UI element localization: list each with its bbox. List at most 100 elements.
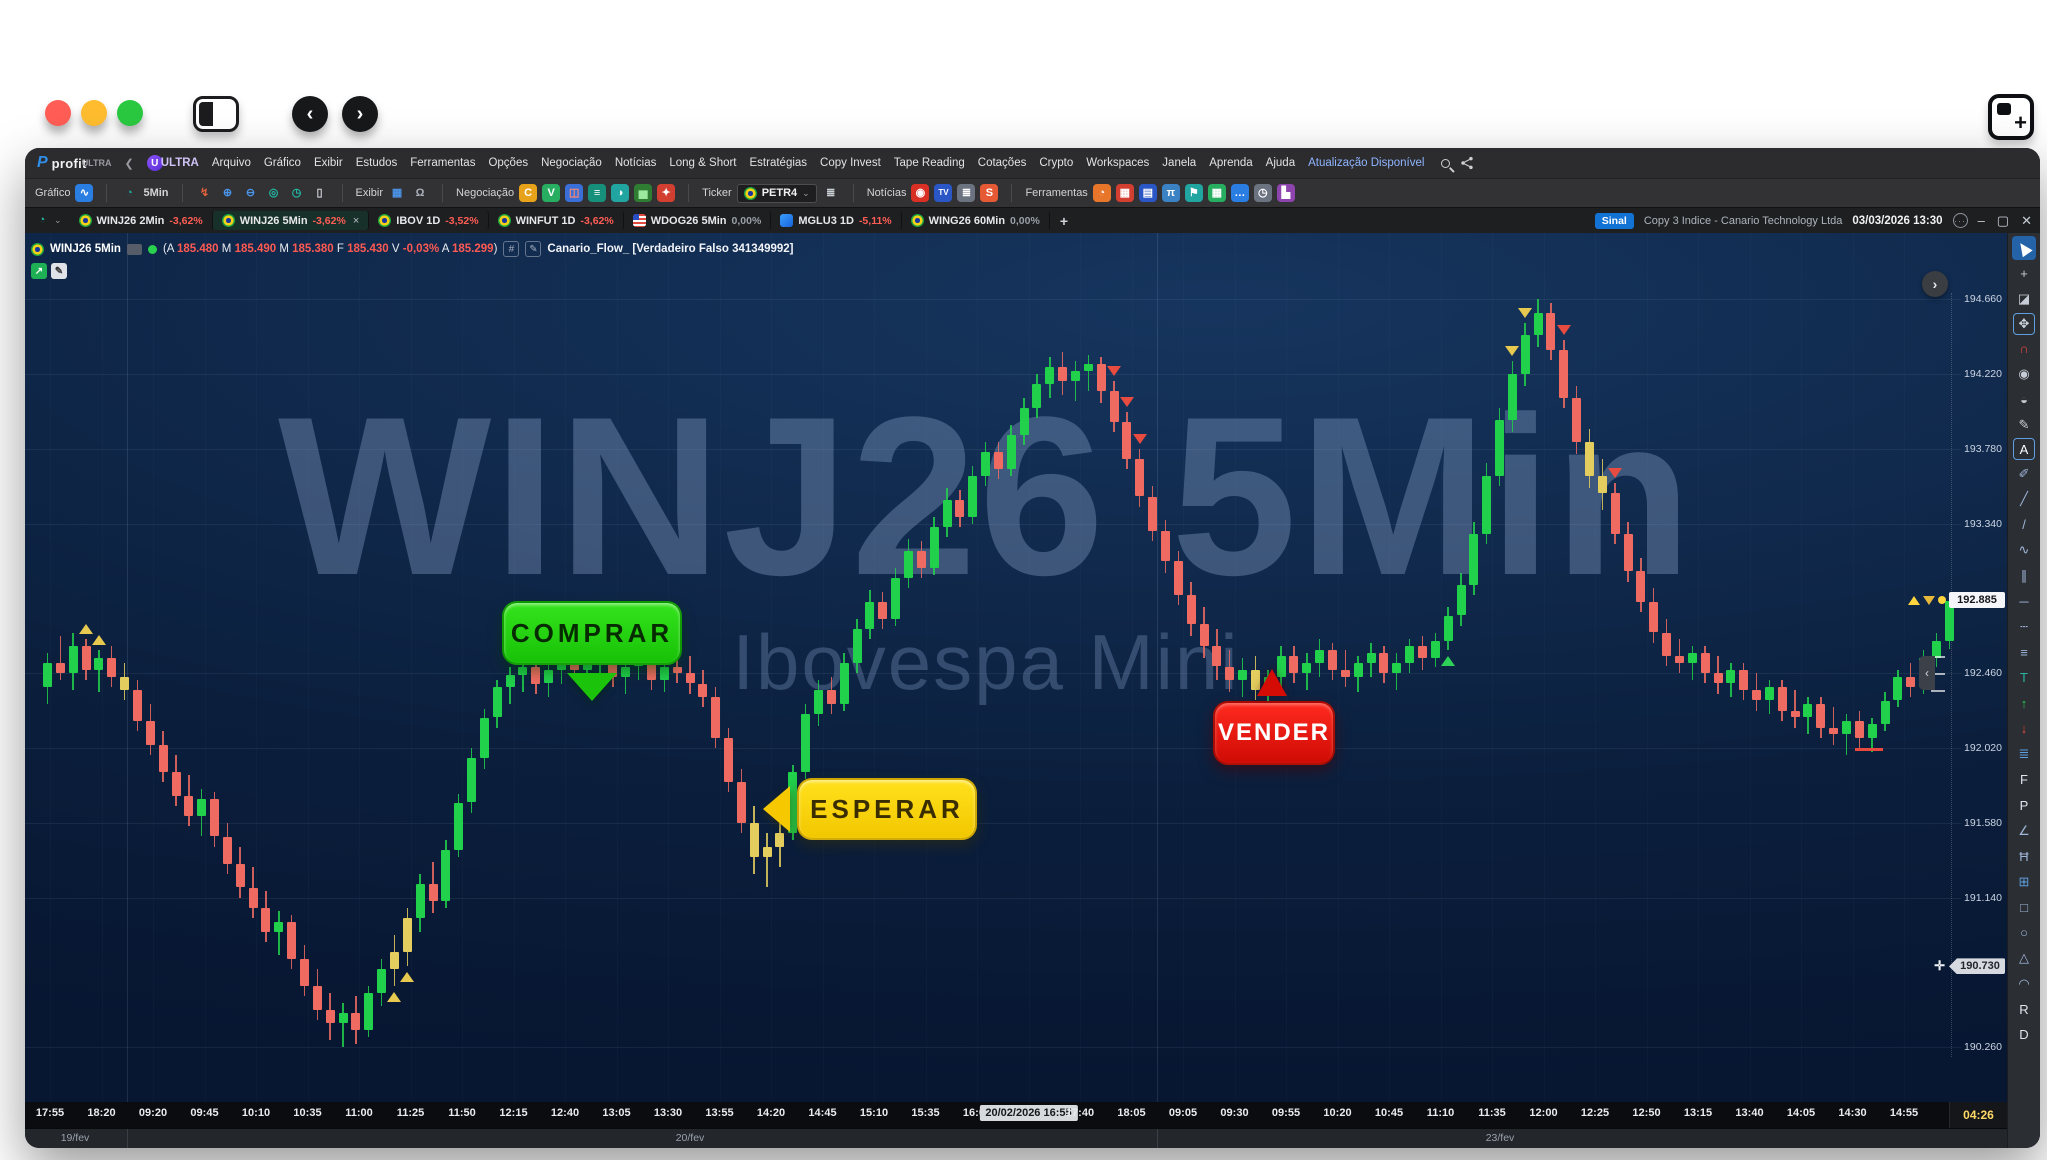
crosshair-move-icon[interactable]: ✛ <box>1934 958 1945 974</box>
venda-icon[interactable]: V <box>542 184 561 202</box>
label-tool[interactable]: A <box>2013 438 2035 460</box>
paint-bucket-tool[interactable]: ◒ <box>2020 391 2028 407</box>
lines-tool[interactable]: ≣ <box>2018 746 2030 761</box>
menu-item-gr-fico[interactable]: Gráfico <box>263 157 301 169</box>
newspaper-icon[interactable]: ≣ <box>957 184 976 202</box>
layout-grid-icon[interactable]: ▦ <box>391 186 403 199</box>
fibonacci-tool[interactable]: F <box>2020 772 2028 787</box>
cursor-tool[interactable] <box>2012 236 2036 260</box>
horizontal-line-tool[interactable]: ─ <box>2019 593 2029 609</box>
menu-item-estudos[interactable]: Estudos <box>355 157 398 169</box>
price-lines-tool[interactable]: ≡ <box>2020 644 2028 660</box>
tab-winj26-2min[interactable]: WINJ26 2Min -3,62% <box>70 211 213 230</box>
more-options-icon[interactable]: ··· <box>1952 213 1968 228</box>
minimize-button[interactable]: – <box>1977 213 1985 228</box>
news-live-icon[interactable]: ◉ <box>911 184 930 202</box>
zoom-out-icon[interactable]: ⊖ <box>245 186 256 199</box>
compass-icon[interactable]: ◔ <box>1092 184 1111 202</box>
menu-item-janela[interactable]: Janela <box>1162 157 1197 169</box>
stats-icon[interactable]: ▙ <box>1276 184 1295 202</box>
tv-icon[interactable]: TV <box>934 184 953 202</box>
risco-icon[interactable]: ✦ <box>657 184 676 202</box>
zigzag-tool[interactable]: ∿ <box>2018 542 2030 557</box>
eye-tool[interactable]: ◉ <box>2018 365 2030 381</box>
posicao-icon[interactable]: ◑ <box>611 184 630 202</box>
legend-expand-icon[interactable]: # <box>503 241 520 257</box>
eraser-tool[interactable]: ◪ <box>2017 291 2031 306</box>
ultra-menu[interactable]: U ULTRA <box>146 155 199 171</box>
buy-quick-icon[interactable]: ↗ <box>31 263 47 279</box>
book-blue-icon[interactable]: ▤ <box>1138 184 1157 202</box>
menu-item-op-es[interactable]: Opções <box>488 157 529 169</box>
compra-icon[interactable]: C <box>519 184 538 202</box>
new-window-icon[interactable]: + <box>1988 94 2034 140</box>
magnet-tool[interactable]: ∩ <box>2019 340 2029 356</box>
data-window-tool[interactable]: D <box>2019 1027 2029 1042</box>
clock-icon[interactable]: ◔ <box>126 186 133 199</box>
hand-tool[interactable]: ✥ <box>2013 312 2035 335</box>
magnifier-icon[interactable]: ◎ <box>268 186 279 199</box>
menu-item-atualiza-o-dispon-vel[interactable]: Atualização Disponível <box>1308 157 1425 169</box>
collapse-menu-icon[interactable]: ❮ <box>124 157 134 170</box>
candle-icon[interactable]: ▯ <box>316 186 323 199</box>
traffic-light-minimize[interactable] <box>81 100 107 126</box>
text-tool[interactable]: T <box>2020 670 2028 685</box>
ray-tool[interactable]: / <box>2022 517 2026 532</box>
s-news-icon[interactable]: S <box>980 184 999 202</box>
triangle-tool[interactable]: △ <box>2019 950 2029 965</box>
window-icon[interactable]: π <box>1161 184 1180 202</box>
crosshair-tool[interactable]: + <box>2020 266 2028 281</box>
menu-item-crypto[interactable]: Crypto <box>1039 157 1074 169</box>
tab-close-icon[interactable]: × <box>352 214 360 227</box>
time-axis[interactable]: 04:26 17:55 18:20 09:20 09:45 10:10 10:35 11:0… <box>25 1102 2007 1128</box>
zoom-in-icon[interactable]: ⊕ <box>222 186 233 199</box>
arc-tool[interactable]: ◠ <box>2018 975 2030 991</box>
edit-tool[interactable]: ✎ <box>2018 416 2030 432</box>
share-icon[interactable] <box>1460 156 1474 170</box>
add-tab-button[interactable]: + <box>1059 212 1069 229</box>
parallel-channel-tool[interactable]: ∥ <box>2020 567 2028 583</box>
edit-quick-icon[interactable]: ✎ <box>51 263 67 279</box>
arrow-down-tool[interactable]: ↓ <box>2020 721 2028 736</box>
menu-item-workspaces[interactable]: Workspaces <box>1086 157 1150 169</box>
ordens-icon[interactable]: ≡ <box>588 184 607 202</box>
watchlist-icon[interactable]: ≣ <box>826 186 836 199</box>
legend-edit-icon[interactable]: ✎ <box>525 241 542 257</box>
tab-wing26-60min[interactable]: WING26 60Min 0,00% <box>902 211 1050 230</box>
menu-item-long-short[interactable]: Long & Short <box>669 157 737 169</box>
menu-item-not-cias[interactable]: Notícias <box>614 157 657 169</box>
arrow-up-tool[interactable]: ↑ <box>2020 695 2028 711</box>
menu-item-estrat-gias[interactable]: Estratégias <box>749 157 808 169</box>
tab-wdog26-5min[interactable]: WDOG26 5Min 0,00% <box>624 211 772 230</box>
measure-plus-tool[interactable]: ⊞ <box>2018 873 2030 889</box>
scroll-right-button[interactable]: › <box>1922 271 1948 297</box>
horizontal-ray-tool[interactable]: ┄ <box>2020 618 2028 634</box>
menu-item-copy-invest[interactable]: Copy Invest <box>820 157 881 169</box>
time-search-icon[interactable]: ◷ <box>291 186 302 199</box>
sidebar-toggle-icon[interactable] <box>193 96 239 132</box>
flag-tool-icon[interactable]: ⚑ <box>1184 184 1203 202</box>
menu-item-aprenda[interactable]: Aprenda <box>1209 157 1253 169</box>
angle-tool[interactable]: ∠ <box>2018 822 2030 838</box>
menu-item-tape-reading[interactable]: Tape Reading <box>893 157 965 169</box>
alert-price-marker[interactable]: ✛ 190.730 <box>1934 958 2005 975</box>
back-button[interactable]: ‹ <box>292 96 328 132</box>
lock-icon[interactable]: Ω <box>415 186 425 199</box>
red-grid-icon[interactable]: ▦ <box>1115 184 1134 202</box>
measure-tool[interactable]: Ħ <box>2019 848 2029 864</box>
menu-item-exibir[interactable]: Exibir <box>313 157 343 169</box>
brush-tool[interactable]: ✐ <box>2018 465 2030 481</box>
green-grid-icon[interactable]: ▦ <box>1207 184 1226 202</box>
forward-button[interactable]: › <box>342 96 378 132</box>
search-icon[interactable] <box>1441 158 1451 168</box>
alarm-icon[interactable]: ◷ <box>1253 184 1272 202</box>
menu-item-cota-es[interactable]: Cotações <box>977 157 1027 169</box>
ruler-tool[interactable]: R <box>2019 1001 2029 1017</box>
menu-item-arquivo[interactable]: Arquivo <box>211 157 251 169</box>
ellipse-tool[interactable]: ○ <box>2020 925 2028 940</box>
ticker-select[interactable]: PETR4 ⌄ <box>736 183 817 203</box>
zigzag-icon[interactable]: ↯ <box>199 186 210 199</box>
tab-mglu3-1d[interactable]: MGLU3 1D -5,11% <box>771 211 902 230</box>
close-button[interactable]: ✕ <box>2021 212 2032 228</box>
trend-line-tool[interactable]: ╱ <box>2020 491 2028 506</box>
